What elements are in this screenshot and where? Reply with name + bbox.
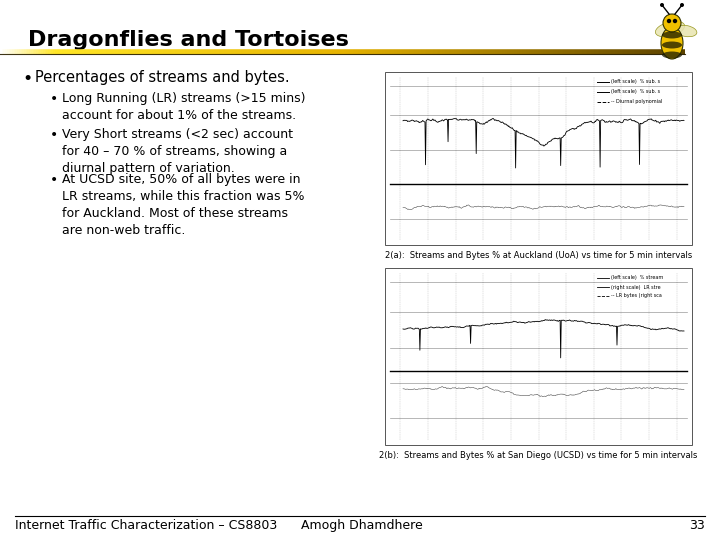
Circle shape — [667, 19, 671, 23]
Text: -- LR bytes (right sca: -- LR bytes (right sca — [611, 294, 662, 299]
Text: 2(b):  Streams and Bytes % at San Diego (UCSD) vs time for 5 min intervals: 2(b): Streams and Bytes % at San Diego (… — [379, 451, 698, 460]
Circle shape — [660, 3, 664, 7]
Text: •: • — [50, 173, 58, 187]
Text: At UCSD site, 50% of all bytes were in
LR streams, while this fraction was 5%
fo: At UCSD site, 50% of all bytes were in L… — [62, 173, 305, 237]
Bar — [385, 72, 692, 245]
Text: (left scale)  % sub. s: (left scale) % sub. s — [611, 90, 660, 94]
Text: •: • — [50, 128, 58, 142]
Text: Long Running (LR) streams (>15 mins)
account for about 1% of the streams.: Long Running (LR) streams (>15 mins) acc… — [62, 92, 305, 122]
Text: -- Diurnal polynomial: -- Diurnal polynomial — [611, 99, 664, 105]
Text: Internet Traffic Characterization – CS8803: Internet Traffic Characterization – CS88… — [15, 519, 277, 532]
Text: Percentages of streams and bytes.: Percentages of streams and bytes. — [35, 70, 289, 85]
Ellipse shape — [662, 51, 682, 58]
Text: 2(a):  Streams and Bytes % at Auckland (UoA) vs time for 5 min intervals: 2(a): Streams and Bytes % at Auckland (U… — [385, 251, 692, 260]
Circle shape — [680, 3, 684, 7]
Text: 33: 33 — [689, 519, 705, 532]
Circle shape — [663, 14, 681, 32]
Text: Very Short streams (<2 sec) account
for 40 – 70 % of streams, showing a
diurnal : Very Short streams (<2 sec) account for … — [62, 128, 293, 175]
Text: Dragonflies and Tortoises: Dragonflies and Tortoises — [28, 30, 349, 50]
Ellipse shape — [655, 21, 685, 37]
Ellipse shape — [675, 25, 697, 37]
Ellipse shape — [662, 42, 682, 49]
Circle shape — [672, 19, 678, 23]
Text: (right scale)  LR stre: (right scale) LR stre — [611, 285, 661, 289]
Text: •: • — [22, 70, 32, 88]
Text: •: • — [50, 92, 58, 106]
Bar — [385, 268, 692, 445]
Text: Amogh Dhamdhere: Amogh Dhamdhere — [301, 519, 423, 532]
Ellipse shape — [662, 31, 682, 38]
Ellipse shape — [661, 27, 683, 59]
Text: (left scale)  % sub. s: (left scale) % sub. s — [611, 79, 660, 84]
Text: (left scale)  % stream: (left scale) % stream — [611, 275, 663, 280]
